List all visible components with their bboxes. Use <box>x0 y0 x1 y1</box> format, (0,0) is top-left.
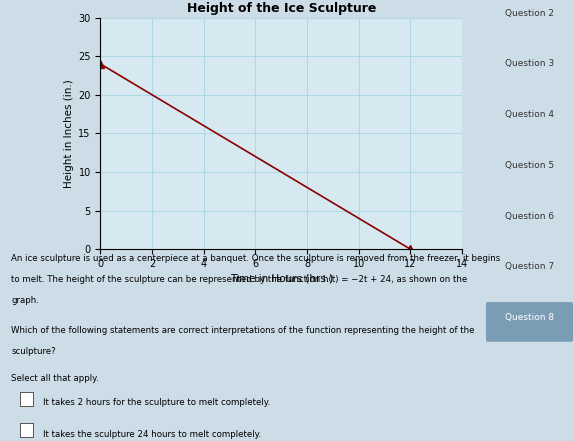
Y-axis label: Height in Inches (in.): Height in Inches (in.) <box>64 79 74 188</box>
X-axis label: Time in Hours (hrs.): Time in Hours (hrs.) <box>230 273 333 283</box>
Text: Question 8: Question 8 <box>505 313 554 322</box>
Text: Question 5: Question 5 <box>505 161 554 170</box>
Text: to melt. The height of the sculpture can be represented by the function h(t) = −: to melt. The height of the sculpture can… <box>11 275 468 284</box>
Text: Which of the following statements are correct interpretations of the function re: Which of the following statements are co… <box>11 326 475 335</box>
FancyBboxPatch shape <box>486 302 573 342</box>
Text: Question 4: Question 4 <box>505 110 554 119</box>
Text: sculpture?: sculpture? <box>11 347 56 356</box>
Text: It takes the sculpture 24 hours to melt completely.: It takes the sculpture 24 hours to melt … <box>43 430 261 438</box>
Text: Question 3: Question 3 <box>505 60 554 68</box>
Text: Question 7: Question 7 <box>505 262 554 271</box>
Text: Question 6: Question 6 <box>505 212 554 220</box>
Text: graph.: graph. <box>11 296 40 305</box>
Text: It takes 2 hours for the sculpture to melt completely.: It takes 2 hours for the sculpture to me… <box>43 398 270 407</box>
Text: An ice sculpture is used as a centerpiece at a banquet. Once the sculpture is re: An ice sculpture is used as a centerpiec… <box>11 254 501 262</box>
Title: Height of the Ice Sculpture: Height of the Ice Sculpture <box>187 2 376 15</box>
Text: Select all that apply.: Select all that apply. <box>11 374 99 382</box>
Text: Question 2: Question 2 <box>505 9 554 18</box>
